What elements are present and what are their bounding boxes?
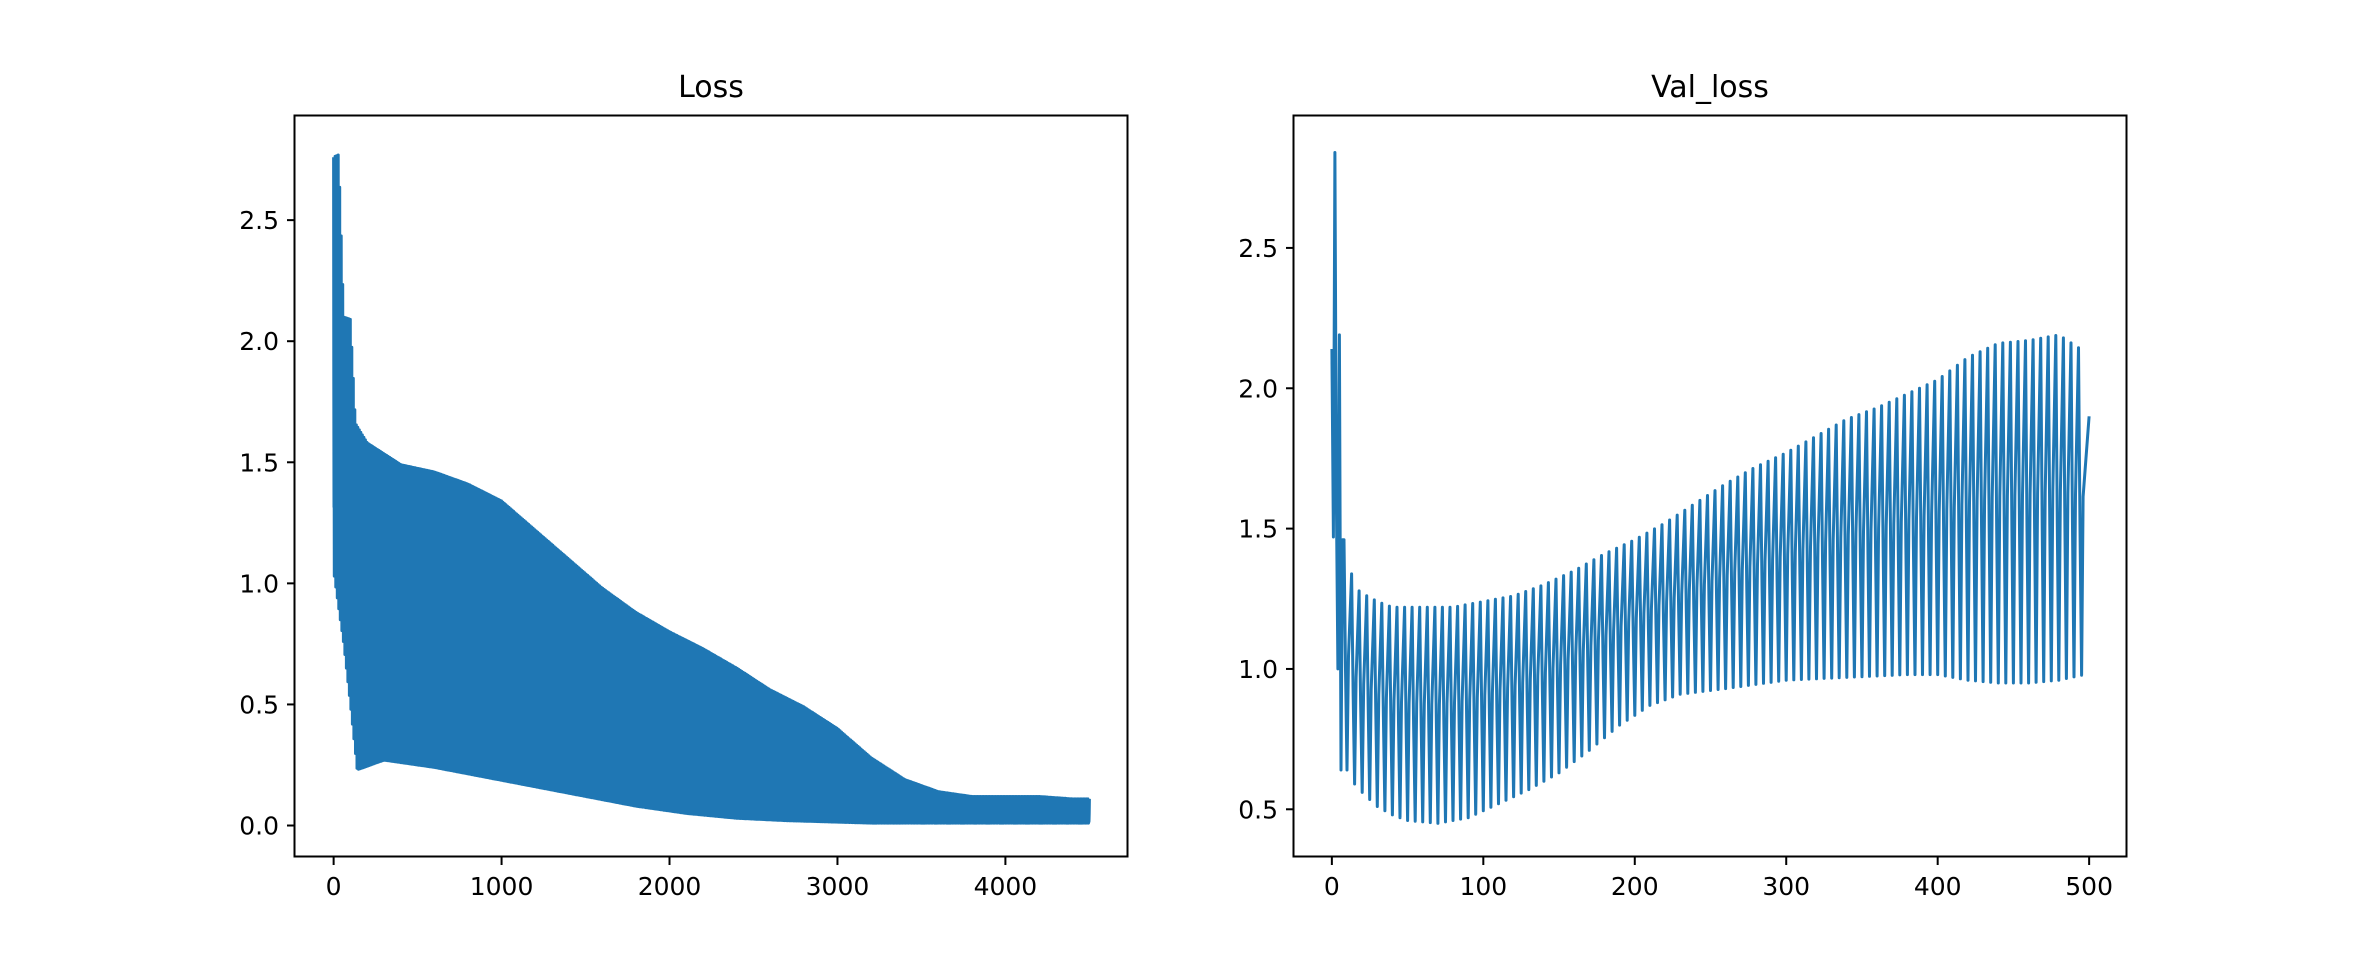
y-tick-label: 2.0 xyxy=(239,327,279,356)
plot-area-val-loss xyxy=(1330,151,2091,825)
x-tick-label: 3000 xyxy=(806,872,870,901)
y-axis-loss: 0.0 0.5 1.0 1.5 2.0 2.5 xyxy=(239,206,295,841)
plot-area-loss xyxy=(332,153,1091,825)
y-tick-label: 0.0 xyxy=(239,812,279,841)
series-line-val-loss xyxy=(1330,151,2091,825)
series-line-loss xyxy=(332,153,1091,825)
y-tick-label: 2.5 xyxy=(239,206,279,235)
x-tick-label: 0 xyxy=(1324,872,1340,901)
x-axis-loss: 0 1000 2000 3000 4000 xyxy=(326,857,1038,901)
x-tick-label: 300 xyxy=(1762,872,1810,901)
x-tick-label: 400 xyxy=(1914,872,1962,901)
y-axis-val-loss: 0.5 1.0 1.5 2.0 2.5 xyxy=(1238,234,1294,824)
chart-loss: Loss 0 1000 2000 3000 4000 0.0 0.5 1.0 1.5 2.0 2.… xyxy=(239,70,1129,901)
y-tick-label: 1.0 xyxy=(239,569,279,598)
y-tick-label: 1.5 xyxy=(239,448,279,477)
x-tick-label: 0 xyxy=(326,872,342,901)
chart-title: Val_loss xyxy=(1651,70,1769,105)
x-tick-label: 2000 xyxy=(638,872,702,901)
x-tick-label: 500 xyxy=(2065,872,2113,901)
x-tick-label: 1000 xyxy=(470,872,534,901)
y-tick-label: 2.0 xyxy=(1238,374,1278,403)
axes-frame-loss xyxy=(293,114,1129,858)
y-tick-label: 2.5 xyxy=(1238,234,1278,263)
x-tick-label: 100 xyxy=(1459,872,1507,901)
x-tick-label: 4000 xyxy=(974,872,1038,901)
y-tick-label: 1.0 xyxy=(1238,655,1278,684)
chart-val-loss: Val_loss 0 100 200 300 400 500 0.5 1.0 1.5 2.0 2.… xyxy=(1238,70,2128,901)
y-tick-label: 0.5 xyxy=(239,690,279,719)
chart-title: Loss xyxy=(678,70,744,105)
y-tick-label: 1.5 xyxy=(1238,515,1278,544)
y-tick-label: 0.5 xyxy=(1238,795,1278,824)
x-tick-label: 200 xyxy=(1611,872,1659,901)
x-axis-val-loss: 0 100 200 300 400 500 xyxy=(1324,857,2113,901)
axes-frame-val-loss xyxy=(1292,114,2128,858)
